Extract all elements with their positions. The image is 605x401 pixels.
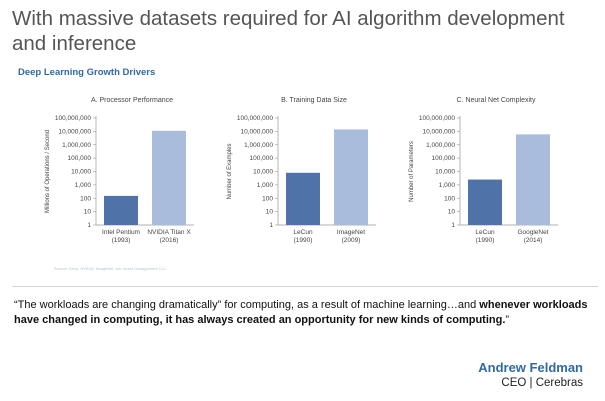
y-tick-label: 10,000 <box>253 169 273 176</box>
x-tick-label: (1990) <box>294 237 313 244</box>
x-tick-label: GoogleNet <box>517 229 548 236</box>
quote-plain: “The workloads are changing dramatically… <box>14 299 477 311</box>
y-tick-label: 1,000 <box>257 182 274 189</box>
quote-bold: whenever workloads have changed in compu… <box>14 299 588 326</box>
source-note: Source: Seno, NVIDIA, ImageNet, Ark Inve… <box>54 266 167 271</box>
y-tick-label: 1,000,000 <box>62 142 91 149</box>
chart-title: A. Processor Performance <box>91 97 173 104</box>
y-tick-label: 1 <box>87 222 91 229</box>
y-tick-label: 10,000 <box>71 169 91 176</box>
x-tick-label: ImageNet <box>337 229 365 236</box>
bar-chart-panels: A. Processor Performance Millions of Oper… <box>45 97 558 244</box>
y-tick-label: 1,000,000 <box>426 142 455 149</box>
x-tick-label: (2014) <box>524 237 543 244</box>
bar <box>516 134 550 225</box>
x-tick-label: (1993) <box>112 237 131 244</box>
y-tick-label: 100 <box>444 195 455 202</box>
y-tick-label: 100,000 <box>68 155 92 162</box>
y-tick-label: 10,000,000 <box>240 128 273 135</box>
y-axis-label: Millions of Operations / Second <box>45 130 51 213</box>
chart-title: B. Training Data Size <box>281 97 347 104</box>
bar <box>334 129 368 225</box>
y-tick-label: 100,000,000 <box>419 115 456 122</box>
x-tick-label: NVIDIA Titan X <box>147 229 191 236</box>
quote-text: “The workloads are changing dramatically… <box>14 298 594 328</box>
y-tick-label: 10,000,000 <box>422 128 455 135</box>
bar <box>286 172 320 225</box>
y-tick-label: 100 <box>80 195 91 202</box>
x-tick-label: (2016) <box>160 237 179 244</box>
author-role: CEO | Cerebras <box>501 377 583 389</box>
x-tick-label: Intel Pentium <box>102 229 140 236</box>
y-tick-label: 100,000 <box>250 155 274 162</box>
y-tick-label: 1,000,000 <box>244 142 273 149</box>
y-axis-label: Number of Parameters <box>409 141 415 202</box>
slide-title: With massive datasets required for AI al… <box>12 7 565 55</box>
chart-title: C. Neural Net Complexity <box>457 97 536 104</box>
y-tick-label: 10 <box>448 209 456 216</box>
bar <box>104 195 138 225</box>
author-name: Andrew Feldman <box>478 360 583 375</box>
x-tick-label: (1990) <box>476 237 495 244</box>
y-tick-label: 10,000,000 <box>58 128 91 135</box>
bar <box>152 130 186 225</box>
y-tick-label: 100,000,000 <box>237 115 274 122</box>
bar <box>468 179 502 225</box>
y-tick-label: 1 <box>451 222 455 229</box>
y-axis-label: Number of Examples <box>227 143 233 199</box>
y-tick-label: 100,000 <box>432 155 456 162</box>
y-tick-label: 10 <box>266 209 274 216</box>
chart-section-title: Deep Learning Growth Drivers <box>18 67 156 78</box>
y-tick-label: 10 <box>84 209 92 216</box>
quote-close: ” <box>505 314 510 326</box>
y-tick-label: 100 <box>262 195 273 202</box>
y-tick-label: 100,000,000 <box>55 115 92 122</box>
x-tick-label: LeCun <box>475 229 495 236</box>
y-tick-label: 10,000 <box>435 169 455 176</box>
x-tick-label: LeCun <box>293 229 313 236</box>
divider <box>12 286 598 287</box>
x-tick-label: (2009) <box>342 237 361 244</box>
y-tick-label: 1 <box>269 222 273 229</box>
y-tick-label: 1,000 <box>439 182 456 189</box>
y-tick-label: 1,000 <box>75 182 92 189</box>
